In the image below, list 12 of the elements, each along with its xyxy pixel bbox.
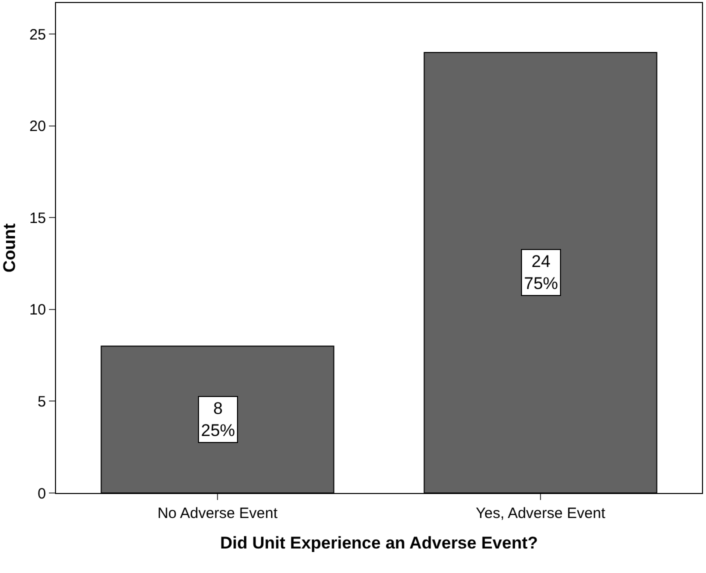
data-label: 24 75% <box>524 252 558 294</box>
y-tick-label: 5 <box>38 393 46 410</box>
x-axis-title: Did Unit Experience an Adverse Event? <box>220 533 538 552</box>
x-tick-label: No Adverse Event <box>157 505 278 522</box>
y-tick-label: 25 <box>29 26 46 44</box>
y-axis-title: Count <box>0 223 19 273</box>
y-tick-label: 10 <box>29 302 46 319</box>
y-tick-label: 20 <box>29 118 46 136</box>
y-tick-label: 0 <box>38 485 46 502</box>
x-tick-label: Yes, Adverse Event <box>476 505 606 522</box>
y-tick-label: 15 <box>29 210 46 227</box>
data-label: 8 25% <box>201 399 236 440</box>
